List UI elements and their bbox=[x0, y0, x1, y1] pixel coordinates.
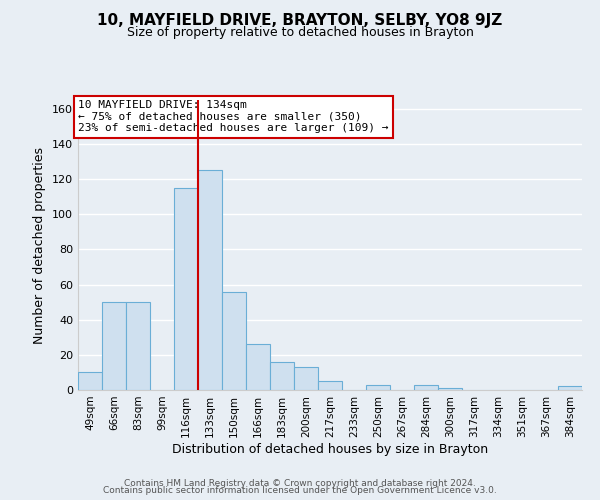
Text: Contains HM Land Registry data © Crown copyright and database right 2024.: Contains HM Land Registry data © Crown c… bbox=[124, 478, 476, 488]
Bar bbox=[126, 302, 150, 390]
Bar bbox=[294, 367, 318, 390]
Text: Size of property relative to detached houses in Brayton: Size of property relative to detached ho… bbox=[127, 26, 473, 39]
Bar bbox=[222, 292, 246, 390]
Bar bbox=[318, 381, 342, 390]
Text: 10, MAYFIELD DRIVE, BRAYTON, SELBY, YO8 9JZ: 10, MAYFIELD DRIVE, BRAYTON, SELBY, YO8 … bbox=[97, 12, 503, 28]
Text: 10 MAYFIELD DRIVE: 134sqm
← 75% of detached houses are smaller (350)
23% of semi: 10 MAYFIELD DRIVE: 134sqm ← 75% of detac… bbox=[78, 100, 389, 133]
Text: Contains public sector information licensed under the Open Government Licence v3: Contains public sector information licen… bbox=[103, 486, 497, 495]
Bar bbox=[246, 344, 270, 390]
Bar bbox=[414, 384, 438, 390]
Bar bbox=[174, 188, 198, 390]
Bar bbox=[366, 384, 390, 390]
Bar bbox=[438, 388, 462, 390]
Bar bbox=[78, 372, 102, 390]
Bar bbox=[270, 362, 294, 390]
Bar bbox=[558, 386, 582, 390]
X-axis label: Distribution of detached houses by size in Brayton: Distribution of detached houses by size … bbox=[172, 442, 488, 456]
Bar bbox=[102, 302, 126, 390]
Bar bbox=[198, 170, 222, 390]
Y-axis label: Number of detached properties: Number of detached properties bbox=[34, 146, 46, 344]
